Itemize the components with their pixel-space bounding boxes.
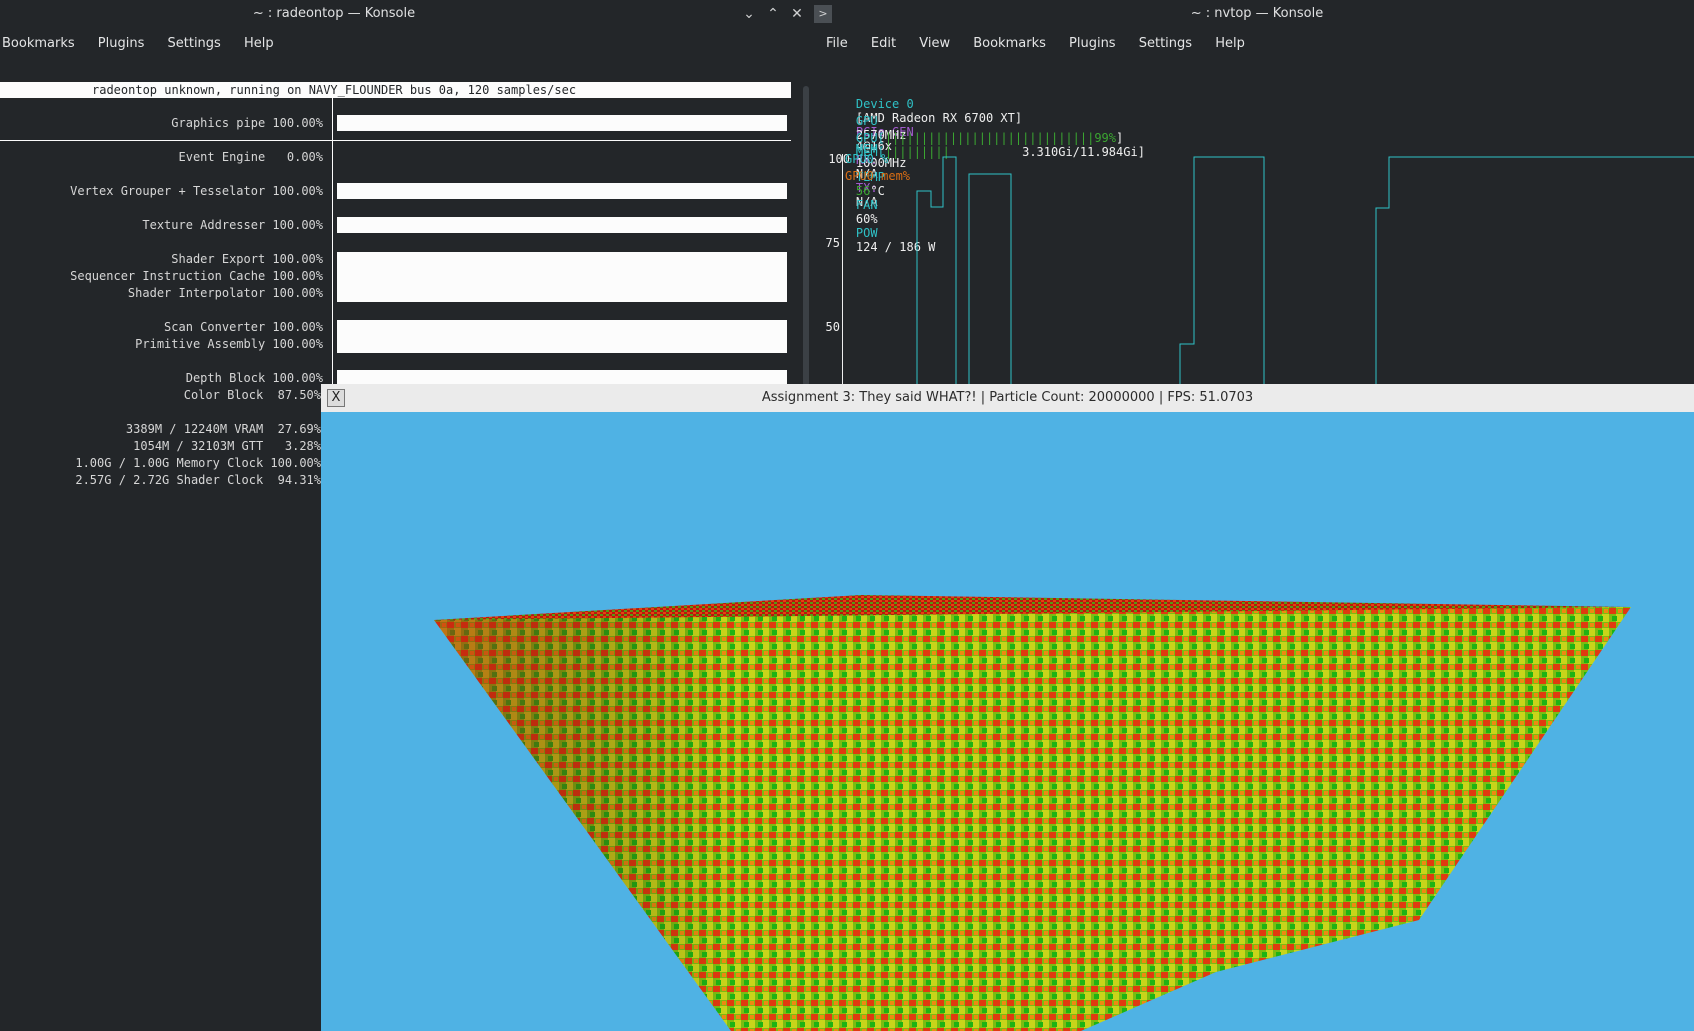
y-tick-75: 75: [825, 236, 840, 250]
menu-help[interactable]: Help: [243, 36, 274, 51]
y-tick-50: 50: [825, 320, 840, 334]
stat-vram: 3389M / 12240M VRAM 27.69%: [125, 422, 321, 436]
menu-plugins[interactable]: Plugins: [97, 36, 145, 51]
row-shader-interpolator: Shader Interpolator 100.00%: [127, 286, 323, 300]
right-menubar: File Edit View Bookmarks Plugins Setting…: [826, 30, 1264, 58]
left-scrollbar[interactable]: [803, 86, 809, 386]
minimize-icon[interactable]: ⌄: [743, 6, 755, 22]
bar-vertex-grouper: [337, 183, 787, 199]
menu-file[interactable]: File: [826, 36, 848, 51]
gl-close-icon[interactable]: X: [327, 389, 345, 407]
row-primitive-assembly: Primitive Assembly 100.00%: [135, 337, 323, 351]
terminal-icon: >: [814, 5, 832, 23]
cube-left-shade: [434, 614, 1021, 1031]
bar-line: GPU[|||||||||||||||||||||||||||||99%] ME…: [855, 131, 1145, 159]
menu-bookmarks[interactable]: Bookmarks: [2, 36, 75, 51]
menu-bookmarks-right[interactable]: Bookmarks: [973, 36, 1046, 51]
row-scan-converter: Scan Converter 100.00%: [164, 320, 323, 334]
gl-viewport[interactable]: [321, 412, 1694, 1031]
particle-cube: [434, 595, 1631, 1031]
stat-gtt: 1054M / 32103M GTT 3.28%: [133, 439, 321, 453]
menu-view[interactable]: View: [919, 36, 951, 51]
menu-help-right[interactable]: Help: [1215, 36, 1245, 51]
row-vertex-grouper: Vertex Grouper + Tesselator 100.00%: [70, 184, 323, 198]
bar-scan-primitive: [337, 320, 787, 353]
graph-axis: [842, 154, 843, 385]
bar-shader-block: [337, 252, 787, 302]
header-separator: [0, 140, 791, 141]
bar-depth-block: [337, 370, 787, 385]
left-menubar: Bookmarks Plugins Settings Help: [2, 30, 293, 58]
device-line: Device 0 [AMD Radeon RX 6700 XT] PCIe GE…: [855, 97, 1023, 209]
radeontop-header: radeontop unknown, running on NAVY_FLOUN…: [0, 82, 791, 98]
legend-gpu: GPU0 %: [845, 152, 889, 166]
row-sequencer-cache: Sequencer Instruction Cache 100.00%: [70, 269, 323, 283]
nvtop-terminal[interactable]: Device 0 [AMD Radeon RX 6700 XT] PCIe GE…: [820, 80, 1694, 385]
menu-settings[interactable]: Settings: [167, 36, 221, 51]
gl-window-title: Assignment 3: They said WHAT?! | Particl…: [321, 384, 1694, 412]
row-graphics-pipe: Graphics pipe 100.00%: [171, 116, 323, 130]
bar-divider: [332, 98, 333, 385]
clock-line: GPU 2570MHz MEM 1000MHz TEMP 56°C FAN 60…: [855, 114, 936, 254]
radeontop-lower: Color Block 87.50% 3389M / 12240M VRAM 2…: [0, 385, 321, 1031]
bar-texture-addresser: [337, 217, 787, 233]
row-event-engine: Event Engine 0.00%: [178, 150, 324, 164]
row-color-block: Color Block 87.50%: [183, 388, 321, 402]
right-window-title: ~ : nvtop — Konsole: [1190, 6, 1324, 21]
gpu-usage-line: [916, 156, 1694, 385]
row-texture-addresser: Texture Addresser 100.00%: [142, 218, 323, 232]
bar-graphics-pipe: [337, 115, 787, 131]
row-shader-export: Shader Export 100.00%: [171, 252, 323, 266]
left-window-title: ~ : radeontop — Konsole: [252, 6, 416, 21]
maximize-icon[interactable]: ⌃: [767, 6, 779, 22]
close-icon[interactable]: ✕: [791, 6, 803, 22]
legend-mem: GPU0 mem%: [845, 169, 911, 183]
row-depth-block: Depth Block 100.00%: [185, 371, 323, 385]
menu-plugins-right[interactable]: Plugins: [1069, 36, 1116, 51]
stat-memory-clock: 1.00G / 1.00G Memory Clock 100.00%: [75, 456, 321, 470]
gpu-usage-graph: [916, 156, 1694, 385]
menu-settings-right[interactable]: Settings: [1138, 36, 1193, 51]
menu-edit[interactable]: Edit: [870, 36, 897, 51]
stat-shader-clock: 2.57G / 2.72G Shader Clock 94.31%: [75, 473, 321, 487]
radeontop-terminal[interactable]: radeontop unknown, running on NAVY_FLOUN…: [0, 80, 796, 385]
y-tick-100: 100: [828, 152, 850, 166]
